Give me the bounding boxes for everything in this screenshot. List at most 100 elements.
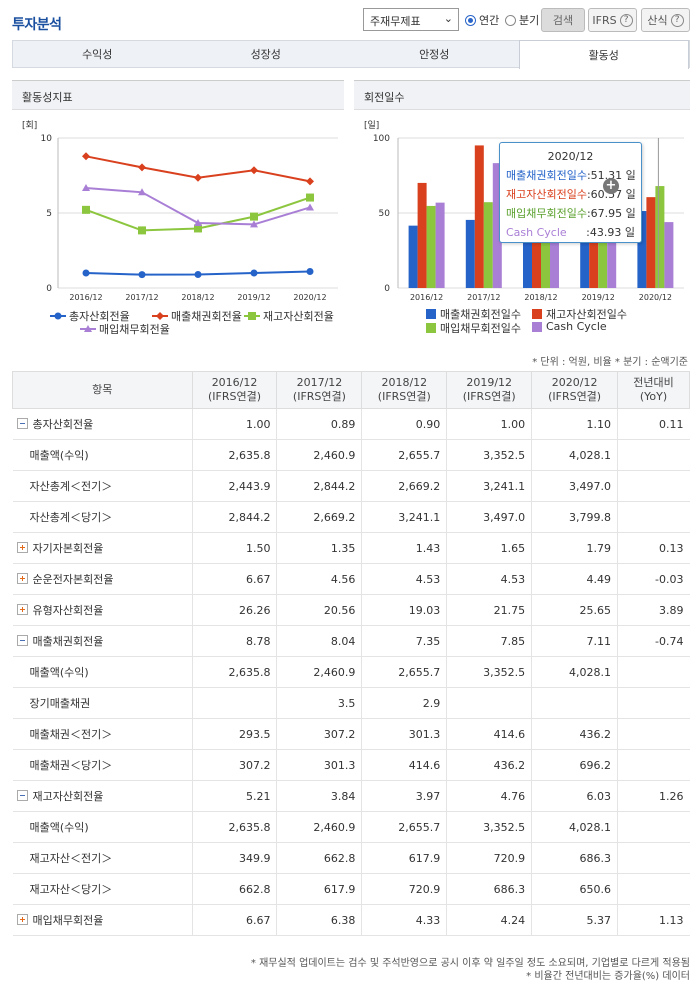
header-period: 2018/12 (IFRS연결) [361,371,448,409]
row-label[interactable]: 자기자본회전율 [12,532,193,564]
data-point[interactable] [306,193,314,202]
bar[interactable] [607,232,617,288]
header-period: 2019/12 (IFRS연결) [446,371,533,409]
expand-icon[interactable] [16,573,28,584]
bar[interactable] [417,182,427,288]
bar[interactable] [550,202,559,288]
data-point[interactable] [250,220,258,228]
legend-item[interactable]: Cash Cycle [532,320,607,333]
data-point[interactable] [138,163,146,172]
bar[interactable] [465,219,475,288]
bar[interactable] [637,211,647,288]
value-cell: 5.21 [191,780,277,812]
header-label: 2019/12 [466,376,513,389]
data-point[interactable] [82,152,90,161]
header-period: 2016/12 (IFRS연결) [191,371,278,409]
collapse-icon[interactable] [16,790,28,801]
data-point[interactable] [194,173,202,182]
row-label[interactable]: 매입채무회전율 [12,904,193,936]
bar[interactable] [580,218,590,288]
value-cell: 0.90 [361,408,447,440]
collapse-icon[interactable] [16,418,28,429]
header-label: 2017/12 [296,376,343,389]
activity-ratio-chart: [회] 0 5 10 2016/12 2017/12 2018/12 2019/12 2020… [12,110,344,350]
data-point[interactable] [194,271,202,278]
data-point[interactable] [306,203,314,211]
legend-item[interactable]: 총자산회전율 [50,308,130,324]
tab-profitability[interactable]: 수익성 [82,48,113,61]
row-label[interactable]: 매출채권회전율 [12,625,193,657]
header-item: 항목 [12,371,193,409]
expand-icon[interactable] [16,542,28,553]
legend-item[interactable]: 재고자산회전율 [244,308,334,324]
data-point[interactable] [194,219,202,227]
radio-annual[interactable]: 연간 [465,12,499,28]
value-cell: 3.84 [276,780,362,812]
data-point[interactable] [306,268,314,275]
row-label[interactable]: 총자산회전율 [12,408,193,440]
bar[interactable] [408,225,418,288]
yoy-cell: 0.13 [617,532,690,564]
row-label[interactable]: 순운전자본회전율 [12,563,193,595]
data-point[interactable] [194,224,202,233]
data-point[interactable] [250,212,258,221]
tooltip-label: 재고자산회전일수 [506,188,587,201]
formula-help-button[interactable]: 산식? [641,8,690,32]
data-point[interactable] [138,271,146,279]
yoy-cell [617,873,690,905]
value-cell: 307.2 [191,749,277,781]
line-chart-svg: [회] 0 5 10 2016/12 2017/12 2018/12 2019/12 2020… [22,120,338,302]
search-button[interactable]: 검색 [541,8,585,32]
data-point[interactable] [82,183,90,191]
bar[interactable] [483,202,493,288]
data-point[interactable] [250,269,258,277]
tooltip-value: :43.93 일 [586,226,635,239]
tooltip-row: Cash Cycle :43.93 일 [506,223,635,242]
row-label-text: 매입채무회전율 [32,914,104,927]
legend-item[interactable]: 재고자산회전일수 [532,306,627,322]
bar[interactable] [435,202,445,288]
expand-icon[interactable] [16,604,28,615]
bar[interactable] [655,186,665,288]
header-sublabel: (IFRS연결) [292,390,346,403]
radio-unselected-icon [505,14,516,26]
legend-item[interactable]: 매출채권회전일수 [426,306,521,322]
bar[interactable] [426,205,436,288]
collapse-icon[interactable] [16,635,28,646]
tooltip-row: 매입채무회전일수:67.95 일 [506,204,636,223]
value-cell: 2,635.8 [191,656,277,688]
value-cell: 414.6 [361,749,447,781]
chevron-down-icon: ⌄ [443,12,453,25]
bar[interactable] [646,197,656,288]
tab-activity[interactable]: 활동성 [518,40,689,69]
statement-type-select[interactable]: 주재무제표 ⌄ [363,8,459,31]
bar[interactable] [474,145,484,288]
bar[interactable] [492,163,502,288]
tab-growth[interactable]: 성장성 [250,48,281,61]
row-label[interactable]: 재고자산회전율 [12,780,193,812]
data-point[interactable] [250,166,258,175]
tooltip-label: Cash Cycle [506,226,567,239]
value-cell: 1.35 [276,532,362,564]
data-point[interactable] [306,177,314,186]
data-point[interactable] [82,205,90,214]
data-point[interactable] [82,269,90,277]
bar[interactable] [664,222,674,288]
legend-item[interactable]: 매입채무회전일수 [426,320,521,336]
value-cell: 2,635.8 [191,439,277,471]
expand-icon[interactable] [16,914,28,925]
circle-marker-icon [50,312,66,320]
data-point[interactable] [138,226,146,235]
ifrs-help-button[interactable]: IFRS? [588,8,637,32]
bar[interactable] [523,213,532,288]
legend-item[interactable]: 매출채권회전율 [152,308,242,324]
row-label[interactable]: 유형자산회전율 [12,594,193,626]
value-cell: 2,460.9 [276,439,362,471]
square-marker-icon [532,309,542,319]
plus-circle-icon[interactable]: + [603,178,619,194]
legend-item[interactable]: 매입채무회전율 [80,321,170,337]
radio-quarter[interactable]: 분기 [505,12,539,28]
tab-stability[interactable]: 안정성 [419,48,450,61]
data-point[interactable] [138,188,146,196]
tooltip-value: :51.31 일 [586,169,636,182]
